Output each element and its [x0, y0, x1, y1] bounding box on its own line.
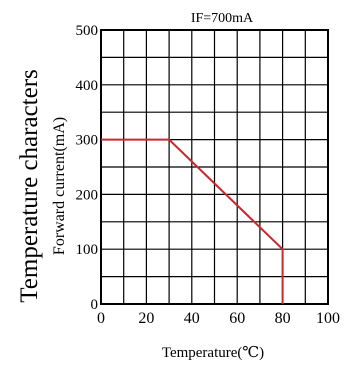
y-tick-label: 400 [76, 78, 99, 94]
x-tick-label: 20 [138, 310, 154, 327]
series-line [101, 138, 284, 304]
tick-layer: 0 20 40 60 80 100 0 100 200 300 400 500 [76, 23, 341, 327]
y-axis-label: Forward current(mA) [51, 117, 68, 255]
x-axis-label: Temperature(℃) [162, 345, 264, 361]
x-tick-label: 60 [229, 310, 245, 327]
y-tick-label: 0 [91, 297, 99, 313]
side-title: Temperature characters [16, 69, 43, 303]
x-tick-label: 80 [275, 310, 291, 327]
series-layer [101, 138, 284, 304]
y-tick-label: 200 [76, 187, 99, 203]
chart-title: IF=700mA [191, 11, 254, 26]
grid-layer [100, 29, 329, 305]
x-tick-label: 100 [316, 310, 340, 327]
x-tick-label: 40 [184, 310, 200, 327]
plot-frame [100, 29, 329, 305]
x-tick-label: 0 [97, 310, 105, 327]
y-tick-label: 300 [76, 133, 99, 149]
y-tick-label: 500 [76, 23, 99, 39]
y-tick-label: 100 [76, 242, 99, 258]
